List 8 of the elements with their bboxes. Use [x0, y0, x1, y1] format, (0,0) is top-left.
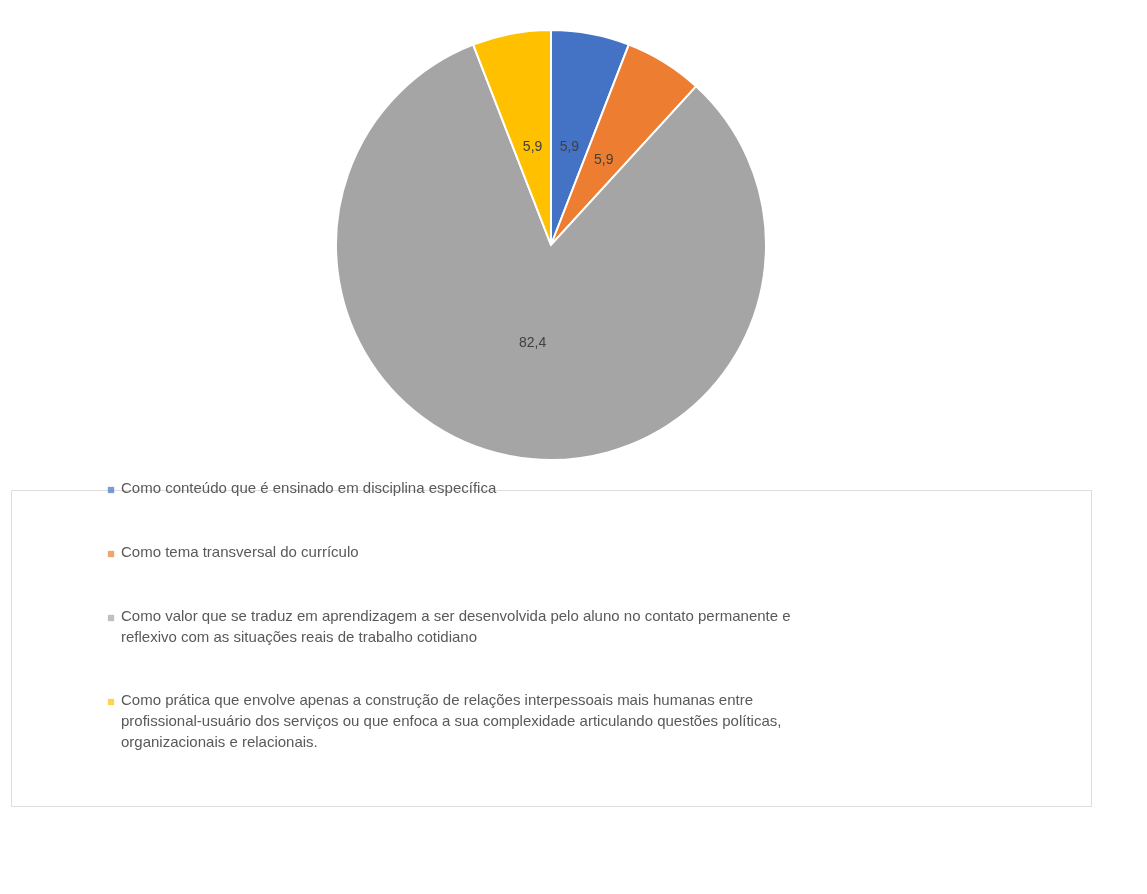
- legend-label: Como tema transversal do currículo: [121, 543, 359, 560]
- legend-label: Como valor que se traduz em aprendizagem a ser desenvolvida pelo aluno no contato permanente e reflexivo com as situações reais de trabalho cotidiano: [121, 607, 791, 645]
- data-label: 5,9: [522, 137, 543, 154]
- legend-label: Como conteúdo que é ensinado em disciplina específica: [121, 479, 497, 496]
- data-label: 5,9: [594, 151, 614, 168]
- data-label: 82,4: [518, 334, 547, 351]
- data-label: 5,9: [559, 137, 580, 154]
- legend-label: Como prática que envolve apenas a construção de relações interpessoais mais humanas entre profissional-usuário dos serviços ou que enfoca a sua complexidade articulando questões políticas, organizacionais e relacionais.: [121, 691, 782, 750]
